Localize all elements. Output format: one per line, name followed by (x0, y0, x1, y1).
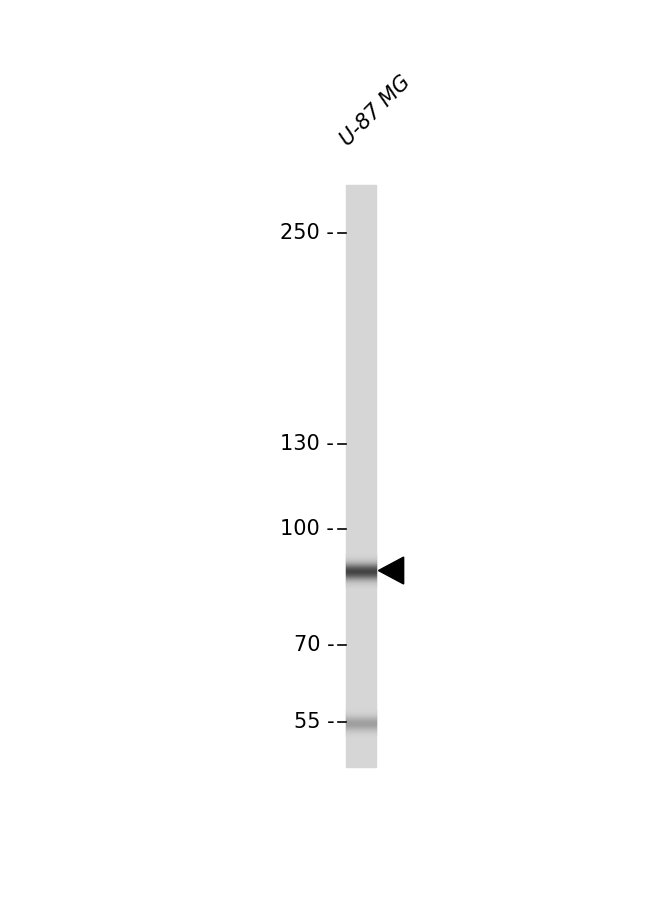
Text: 250 -: 250 - (280, 223, 334, 243)
Bar (346, 185, 376, 766)
Text: U-87 MG: U-87 MG (337, 72, 415, 149)
Text: 130 -: 130 - (280, 435, 334, 454)
Text: 70 -: 70 - (294, 635, 334, 655)
Text: 100 -: 100 - (280, 519, 334, 539)
Text: 55 -: 55 - (294, 713, 334, 732)
Polygon shape (378, 557, 404, 584)
